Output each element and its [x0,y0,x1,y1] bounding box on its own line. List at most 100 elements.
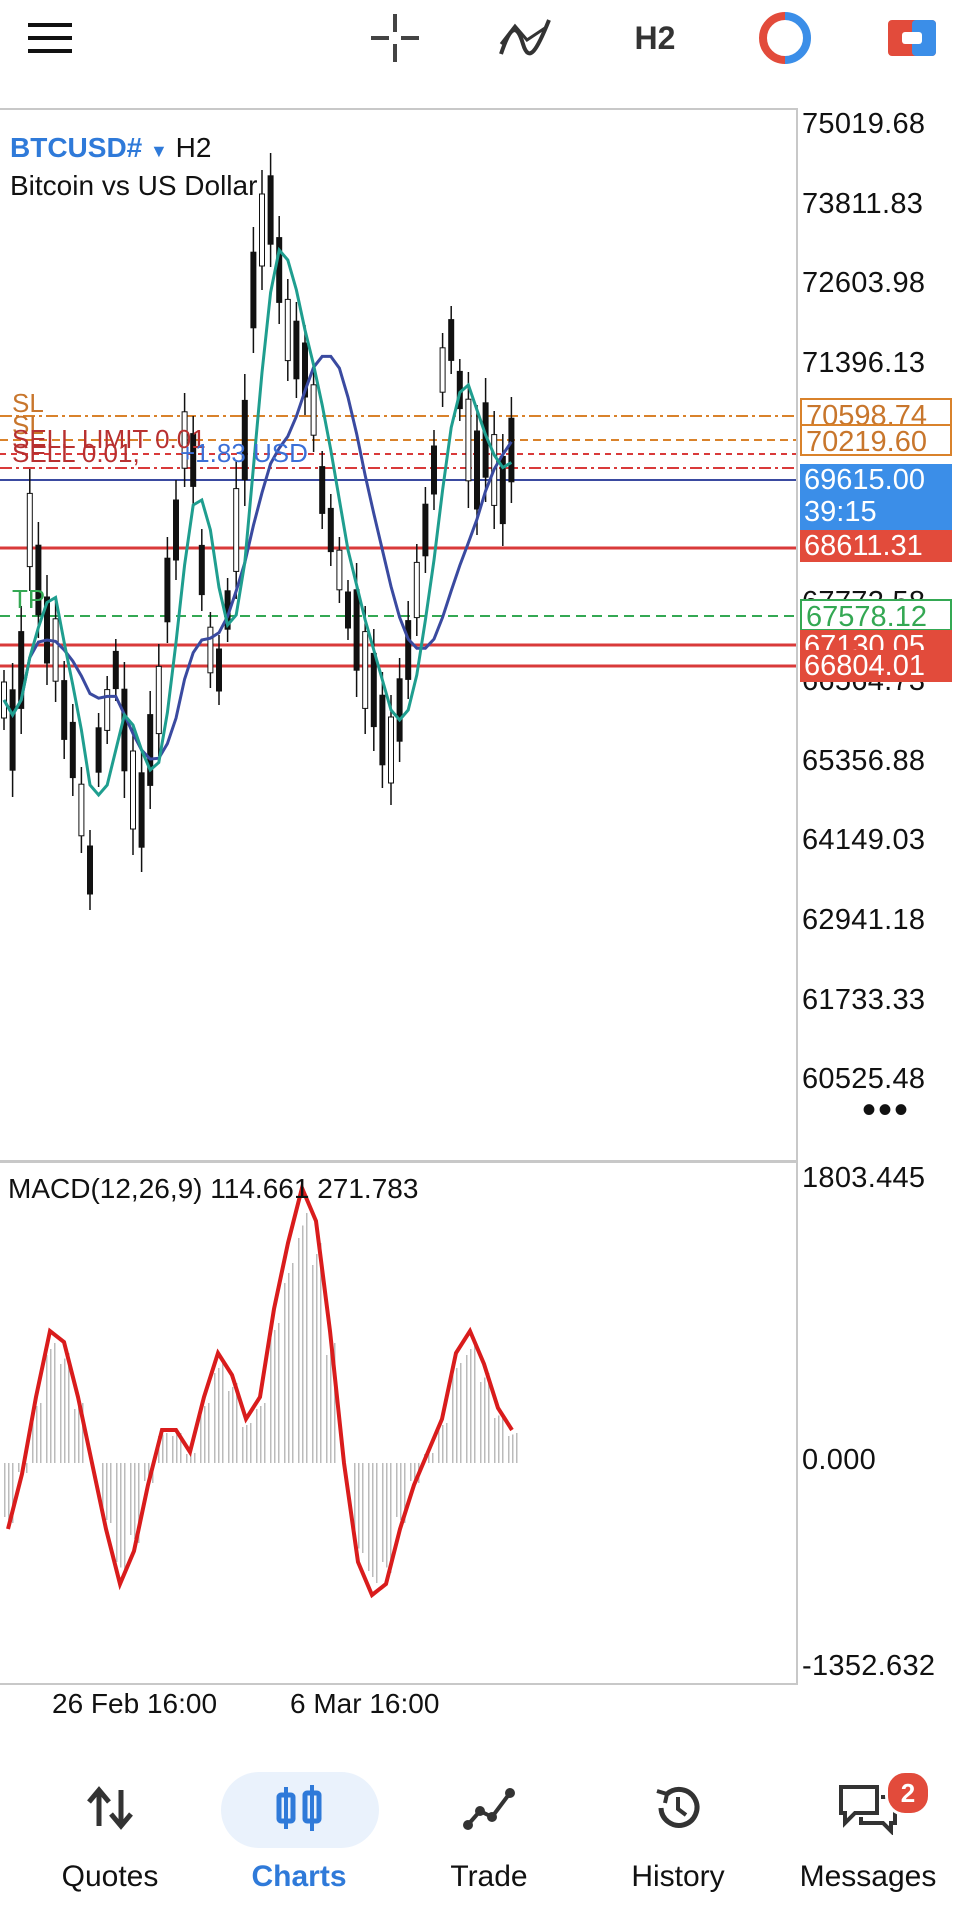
sl-label-1: SL [12,388,44,418]
sell-limit-label: SELL LIMIT 0.01 [12,424,206,454]
chart-timeframe: H2 [175,132,212,163]
candle-body [78,783,85,837]
macd-bar [404,1463,406,1523]
candle-body [319,466,326,514]
macd-bar [270,1337,272,1463]
macd-bar [512,1434,514,1463]
macd-bar [438,1427,440,1463]
macd-bar [110,1463,112,1523]
nav-label-trade: Trade [450,1860,528,1893]
more-options-icon[interactable]: ••• [862,1088,911,1132]
candle-body [207,626,214,674]
macd-panel[interactable]: MACD(12,26,9) 114.661 271.783 [0,1160,798,1685]
macd-bar [494,1418,496,1463]
macd-bar [358,1463,360,1549]
macd-bar [218,1368,220,1463]
candle-body [267,175,274,245]
candle-body [26,492,33,568]
macd-bar [64,1358,66,1463]
macd-bar [312,1265,314,1463]
candle-body [465,398,472,482]
macd-bar [180,1433,182,1463]
macd-bar [386,1463,388,1568]
bar-countdown: 39:15 [804,496,877,528]
macd-bar [32,1409,34,1463]
macd-bar [502,1413,504,1463]
macd-bar [60,1364,62,1463]
macd-bar [306,1213,308,1463]
macd-bar [278,1323,280,1463]
candle-body [173,499,179,561]
candle-body [87,845,93,895]
candle-body [422,503,429,557]
macd-signal-line [6,1181,514,1599]
macd-bar [284,1283,286,1463]
macd-plot [4,1181,518,1599]
one-click-trading-icon[interactable] [755,12,815,64]
timeframe-button[interactable]: H2 [634,19,676,56]
macd-bar [330,1349,332,1463]
symbol-dropdown-icon[interactable]: ▼ [150,141,168,161]
macd-bar [508,1436,510,1463]
menu-icon[interactable] [20,12,80,64]
macd-bar [68,1353,70,1463]
macd-bar [432,1453,434,1463]
tp-price-tag: 67578.12 [800,599,952,633]
nav-label-messages: Messages [799,1860,937,1893]
macd-bar [396,1463,398,1517]
macd-bar [372,1463,374,1577]
candle-body [181,411,188,469]
candle-body [61,680,68,740]
candle-body [121,688,128,772]
candle-body [147,714,154,786]
macd-bar [488,1373,490,1463]
candlestick-plot[interactable]: SL SL SELL LIMIT 0.01 SELL 0.01, +1.83 U… [0,110,796,1160]
nav-quotes[interactable]: Quotes [12,1750,208,1920]
candle-body [104,689,111,731]
top-toolbar: H2 [0,0,978,80]
candle-body [396,678,403,742]
nav-history[interactable]: History [580,1750,776,1920]
macd-bar [82,1403,84,1463]
macd-bar [214,1373,216,1463]
candle-body [474,430,480,510]
macd-bar [124,1463,126,1573]
price-axis-label: 61733.33 [802,983,926,1016]
macd-bar [288,1273,290,1463]
macd-bar [242,1427,244,1463]
crosshair-icon[interactable] [365,12,425,64]
bid-price: 69615.00 [804,464,925,496]
nav-charts[interactable]: Charts [201,1750,397,1920]
candle-body [44,596,50,664]
nav-messages[interactable]: 2 Messages [770,1750,966,1920]
symbol-name[interactable]: BTCUSD# [10,132,143,163]
macd-bar [74,1409,76,1463]
symbol-description: Bitcoin vs US Dollar [10,170,258,201]
macd-bar [228,1391,230,1463]
account-icon[interactable] [882,12,942,64]
price-chart[interactable]: SL SL SELL LIMIT 0.01 SELL 0.01, +1.83 U… [0,108,798,1160]
macd-bar [516,1433,518,1463]
nav-trade[interactable]: Trade [391,1750,587,1920]
sl-label-2: SL [12,410,44,440]
candle-body [190,433,197,487]
macd-bar [274,1330,276,1463]
macd-bar [26,1463,28,1473]
candle-body [388,716,394,784]
indicators-icon[interactable] [495,12,555,64]
candle-body [216,648,222,692]
macd-bar [256,1409,258,1463]
price-axis-label: 73811.83 [802,187,924,220]
candle-body [112,650,119,690]
candle-body [508,417,515,483]
macd-axis-bottom: -1352.632 [802,1650,936,1682]
profit-label: +1.83 USD [180,438,308,468]
macd-bar [410,1463,412,1481]
bottom-navigation: Quotes Charts Trade History 2 Messages [0,1750,978,1920]
ma-slow-line [2,354,513,761]
candle-body [9,689,16,771]
nav-label-charts: Charts [251,1860,347,1893]
macd-bar [452,1373,454,1463]
candle-body [69,721,76,779]
time-axis-label-2: 6 Mar 16:00 [290,1688,440,1719]
